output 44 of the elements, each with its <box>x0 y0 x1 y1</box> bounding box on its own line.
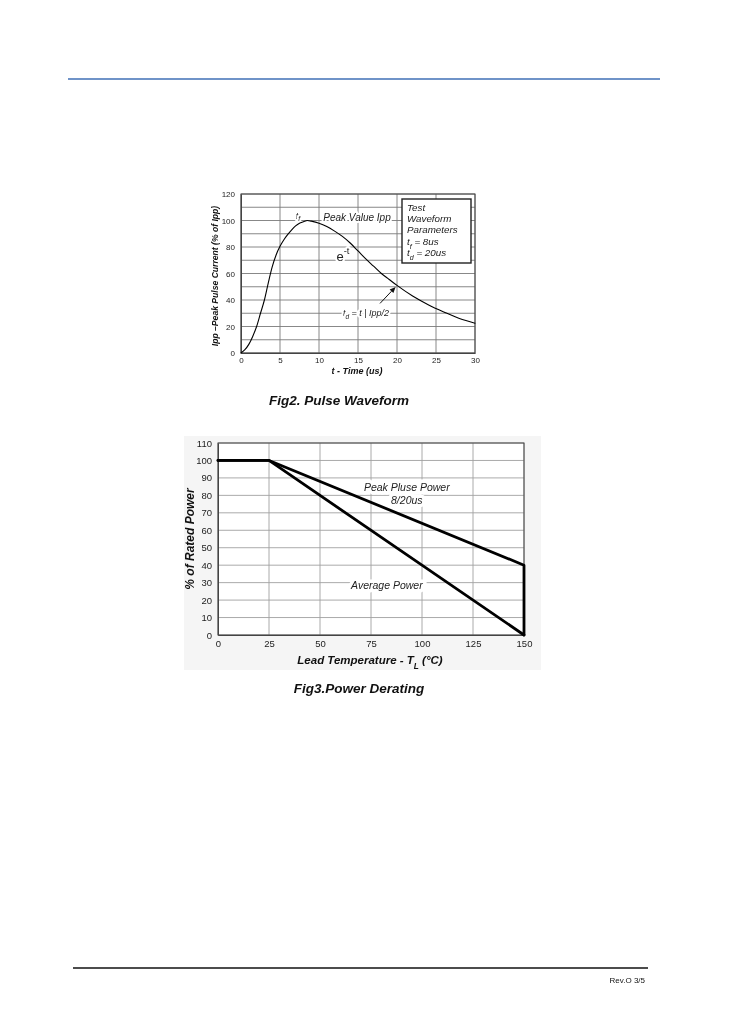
y-tick-label: 120 <box>221 190 236 200</box>
x-tick-label: 0 <box>239 355 245 365</box>
y-tick-label: 100 <box>221 216 236 226</box>
x-tick-label: 5 <box>278 355 284 365</box>
x-tick-label: 30 <box>471 355 481 365</box>
y-axis-title: Ipp –Peak Pulse Current (% of Ipp) <box>210 205 220 347</box>
x-tick-label: 20 <box>393 355 403 365</box>
text: Fig2. Pulse Waveform <box>268 393 410 408</box>
x-tick-label: 10 <box>315 355 325 365</box>
y-tick-label: 40 <box>201 559 212 571</box>
y-tick-label: 80 <box>201 489 212 501</box>
x-tick-label: 50 <box>315 637 326 649</box>
y-tick-label: 20 <box>201 594 212 606</box>
series-label: Average Power <box>350 578 424 591</box>
y-tick-label: 50 <box>201 542 212 554</box>
text: Rev.O 3/5 <box>609 976 646 985</box>
x-axis-title: t - Time (us) <box>331 366 383 376</box>
y-tick-label: 80 <box>226 243 236 253</box>
y-tick-label: 90 <box>201 472 212 484</box>
annotation: t$_{d}$ = t | Ipp/2 <box>342 308 390 321</box>
y-axis-title: % of Rated Power <box>183 487 197 590</box>
y-tick-label: 40 <box>226 296 236 306</box>
y-tick-label: 110 <box>196 437 212 449</box>
annotation: Peak Value Ipp <box>323 211 392 223</box>
y-tick-label: 60 <box>226 269 236 279</box>
annotation: e$^{-t}$ <box>336 246 350 264</box>
y-tick-label: 10 <box>201 612 212 624</box>
x-axis-title: Lead Temperature - T$_{L}$ (°C) <box>297 654 443 671</box>
y-tick-label: 20 <box>226 322 236 332</box>
text: Fig3.Power Derating <box>293 681 426 696</box>
x-tick-label: 125 <box>465 637 482 649</box>
x-tick-label: 15 <box>354 355 364 365</box>
y-tick-label: 0 <box>206 629 212 641</box>
series-label: Peak Pluse Power 8/20us <box>363 480 451 506</box>
x-tick-label: 25 <box>432 355 442 365</box>
annotation: t$_{f}$ = 8us <box>407 235 439 250</box>
y-tick-label: 70 <box>201 507 212 519</box>
x-tick-label: 75 <box>366 637 377 649</box>
x-tick-label: 100 <box>414 637 431 649</box>
x-tick-label: 25 <box>264 637 275 649</box>
x-tick-label: 150 <box>516 637 533 649</box>
y-tick-label: 60 <box>201 524 212 536</box>
y-tick-label: 30 <box>201 577 212 589</box>
y-tick-label: 100 <box>196 454 212 466</box>
